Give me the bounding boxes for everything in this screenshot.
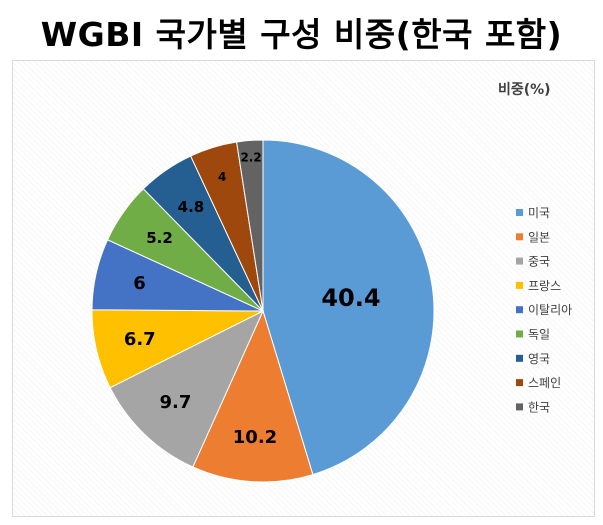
legend-label-5: 이탈리아 xyxy=(528,303,572,317)
pie-chart: 40.4 10.2 9.7 6.7 6 5.2 4.8 4 2.2 비중(%) 미국일본중국프랑… xyxy=(91,82,572,483)
legend-swatch-4 xyxy=(516,281,523,289)
legend-swatch-2 xyxy=(516,233,523,241)
legend-label-6: 독일 xyxy=(528,328,550,342)
legend-label-3: 중국 xyxy=(528,255,550,269)
slice-6-value-label: 5.2 xyxy=(146,229,173,247)
chart-subtitle: 비중(%) xyxy=(498,82,551,98)
slice-2-wedge xyxy=(192,309,314,483)
legend-swatch-9 xyxy=(516,403,523,411)
slice-7-value-label: 4.8 xyxy=(178,198,205,216)
slice-3-wedge xyxy=(109,309,265,468)
slice-1-wedge xyxy=(262,139,435,476)
legend-label-2: 일본 xyxy=(528,230,550,244)
legend-label-7: 영국 xyxy=(528,352,550,366)
legend-swatch-7 xyxy=(516,354,523,362)
slice-5-value-label: 6 xyxy=(133,273,146,294)
legend-swatch-5 xyxy=(516,306,523,314)
slice-4-value-label: 6.7 xyxy=(124,329,156,350)
slice-8-value-label: 4 xyxy=(218,170,226,184)
legend-label-1: 미국 xyxy=(528,206,550,220)
pie-slices xyxy=(91,139,435,483)
legend-swatch-6 xyxy=(516,330,523,338)
legend-label-4: 프랑스 xyxy=(528,279,561,293)
slice-2-value-label: 10.2 xyxy=(233,427,277,448)
page-title: WGBI 국가별 구성 비중(한국 포함) xyxy=(40,15,563,54)
slice-3-value-label: 9.7 xyxy=(159,392,191,413)
legend-label-8: 스페인 xyxy=(528,376,561,390)
slice-9-wedge xyxy=(236,139,264,312)
legend-label-9: 한국 xyxy=(528,400,550,414)
data-labels: 40.4 10.2 9.7 6.7 6 5.2 4.8 4 2.2 xyxy=(124,151,381,448)
legend-swatch-3 xyxy=(516,257,523,265)
slice-9-value-label: 2.2 xyxy=(240,151,261,165)
slice-1-value-label: 40.4 xyxy=(321,284,380,312)
legend-swatch-1 xyxy=(516,209,523,216)
legend-swatch-8 xyxy=(516,379,523,387)
